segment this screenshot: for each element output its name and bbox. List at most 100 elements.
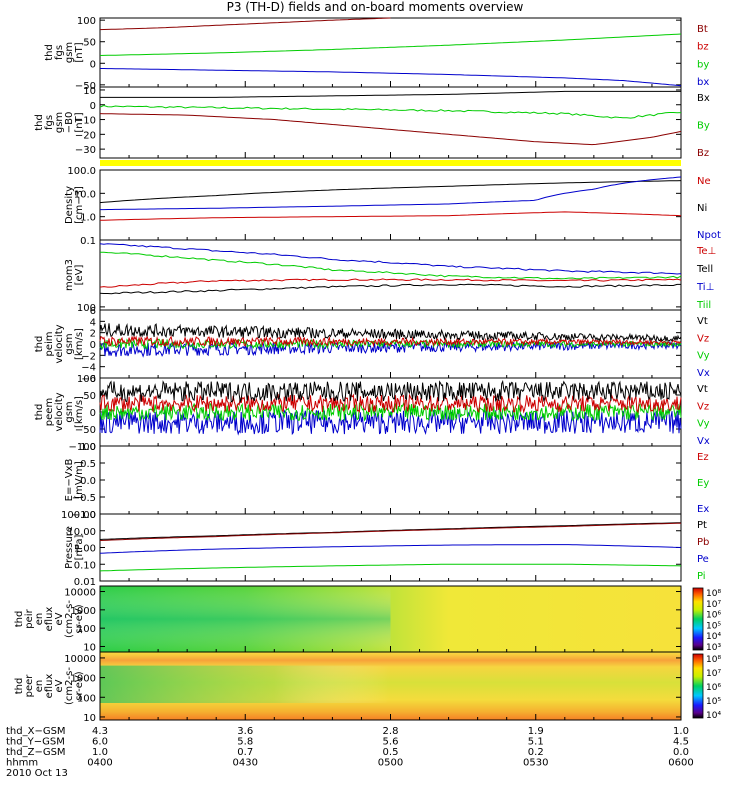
y-tick-label: −20 [75,130,96,141]
legend-ez: Ez [697,452,709,463]
footer-row-label: thd_Y−GSM [6,737,65,748]
footer-row-label: thd_Z−GSM [6,747,66,758]
y-tick-label: 100 [77,303,96,314]
y-axis-label-line: Density [64,186,75,224]
footer-value: 1.0 [673,726,689,737]
y-tick-label: 50 [83,38,96,49]
y-axis-label-line: thd [34,404,45,421]
legend-bz: Bz [697,148,709,159]
spectrogram-band [100,586,391,652]
footer-value: 0.7 [237,747,253,758]
y-axis-label-line: mom3 [64,259,75,291]
y-tick-label: 1.0 [80,442,96,453]
panel-frame [99,17,682,88]
y-tick-label: 0.5 [80,459,96,470]
legend-ne: Ne [697,176,711,187]
footer-value: 6.0 [92,737,108,748]
y-tick-label: 6 [90,306,96,317]
y-axis-label-line: eflux [44,607,55,632]
colorbar-tick: 10⁷ [706,600,721,610]
y-axis-label: thdpeemvelocitygsm[km/s] [34,392,85,431]
y-tick-label: 0.0 [80,476,96,487]
series-te-line [99,278,682,288]
panel-frame [99,513,682,582]
y-tick-label: 100 [77,693,96,704]
y-tick-label: 0 [90,340,96,351]
y-tick-label: −6 [81,374,96,385]
y-axis-label-line: gsm [64,333,75,354]
legend-vy: Vy [697,351,710,362]
y-axis-label-line: thd [14,678,25,695]
y-tick-label: −1.0 [72,510,96,521]
colorbar-tick: 10⁷ [706,669,721,679]
colorbar-tick: 10⁸ [706,655,721,665]
y-axis-label-line: sr-eV) [74,604,85,633]
y-tick-label: −10 [75,116,96,127]
y-axis-label-line: peir [24,608,35,628]
y-tick-label: 1000 [71,674,96,685]
y-tick-label: 1.0 [80,213,96,224]
y-tick-label: 0 [90,59,96,70]
y-tick-label: −30 [75,145,96,156]
series-vy-line [99,338,682,351]
y-tick-label: 2 [90,329,96,340]
y-axis-label-line: E=−VxB [64,459,75,502]
footer-value: 0.5 [383,747,399,758]
y-tick-label: 10000 [64,654,96,665]
legend-by: By [697,121,710,132]
y-tick-label: −2 [81,351,96,362]
y-tick-label: 4 [90,317,96,328]
y-axis-label: thdfgsgsm[nT] [44,42,85,63]
legend-vy: Vy [697,419,710,430]
footer-value: 1.0 [92,747,108,758]
footer-value: 5.1 [528,737,544,748]
y-tick-label: 10000 [64,588,96,599]
series-vt-line [99,379,682,404]
y-axis-label: thdpeimvelocitygsm[km/s] [34,324,85,363]
series-tiil-line [99,251,682,280]
y-axis-label-line: [nT] [74,42,85,62]
y-tick-label: −50 [75,81,96,92]
panel-frame [99,445,682,515]
y-axis-label-line: eV [54,612,65,625]
panel-frame [99,239,682,311]
footer-row-label: hhmm [6,758,38,769]
series-bz-line [99,113,682,146]
y-axis-label: thdfgsgsm−B0[nT] [34,112,85,134]
y-axis-label-line: Pressure [64,526,75,569]
footer-value: 0400 [87,758,112,769]
footer-value: 4.5 [673,737,689,748]
y-tick-label: 1000 [71,606,96,617]
footer-value: 0430 [233,758,258,769]
y-axis-label-line: gsm [64,42,75,63]
legend-bx: Bx [697,93,710,104]
y-axis-label-line: [eV] [74,265,85,286]
y-tick-label: 100.00 [61,510,96,521]
footer-row-label: 2010 Oct 13 [6,768,68,779]
y-axis-label: E=−VxB[mV/m] [64,459,85,502]
series-tell-line [99,283,681,295]
legend-vt: Vt [697,316,708,327]
series-vz-line [99,334,682,348]
footer-value: 2.8 [383,726,399,737]
panel-p10: 10⁸ 10⁷ 10⁶ 10⁵ 10⁴ 10000 1000 100 10 thdpeerenef… [14,651,721,724]
y-tick-label: 100 [77,374,96,385]
legend-vz: Vz [697,401,709,412]
y-tick-label: 10.0 [74,189,96,200]
colorbar-tick: 10⁴ [706,632,721,642]
y-tick-label: 50 [83,391,96,402]
colorbar-tick: 10⁴ [706,711,721,721]
figure-title: P3 (TH-D) fields and on-board moments ov… [226,0,524,14]
y-tick-label: 10 [83,642,96,653]
y-axis-label-line: peem [44,398,55,426]
footer-value: 0530 [523,758,548,769]
y-axis-label-line: [mV/m] [74,461,85,499]
series-bt-line [99,17,391,31]
legend-npot: Npot [697,230,721,241]
footer-value: 0.0 [673,747,689,758]
legend-by: by [697,59,709,70]
y-axis-label: thdpeerenefluxeV(cm2-s-sr-eV) [14,667,85,705]
y-axis-label-line: eV [54,679,65,692]
